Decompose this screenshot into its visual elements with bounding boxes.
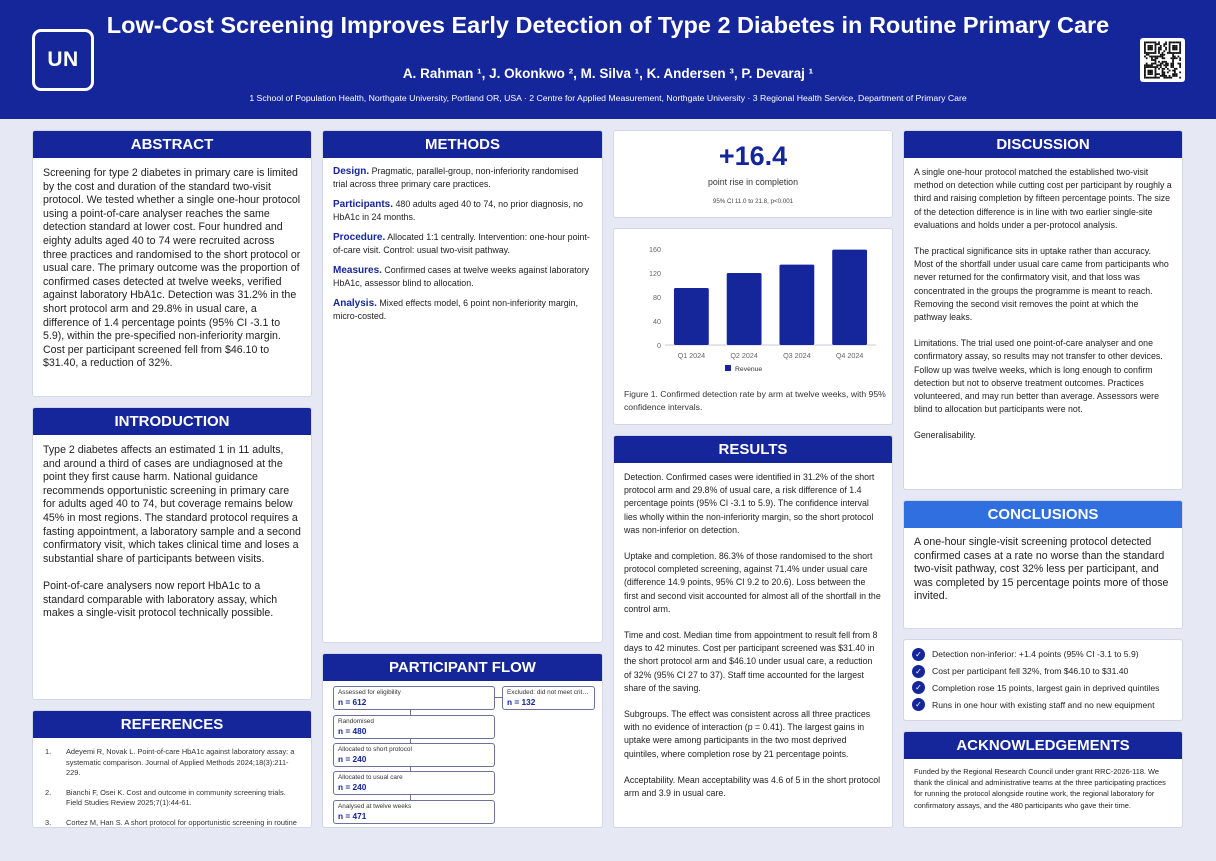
discussion-panel: DISCUSSION A single one-hour protocol ma… <box>903 130 1183 490</box>
flow-box-usual-care: Allocated to usual care n = 240 <box>333 771 495 795</box>
bar <box>779 264 815 345</box>
bar <box>832 249 868 345</box>
results-subgroups: Subgroups. The effect was consistent acr… <box>624 709 871 759</box>
acknowledgements-heading: ACKNOWLEDGEMENTS <box>904 732 1182 759</box>
qr-code-icon[interactable] <box>1140 38 1185 82</box>
key-point-item: ✓ Detection non-inferior: +1.4 points (95… <box>912 646 1182 663</box>
acknowledgements-text: Funded by the Regional Research Council … <box>914 767 1166 810</box>
introduction-paragraph: Type 2 diabetes affects an estimated 1 i… <box>43 444 301 565</box>
flow-box-short-protocol: Allocated to short protocol n = 240 <box>333 743 495 767</box>
check-icon: ✓ <box>912 681 925 695</box>
check-icon: ✓ <box>912 698 925 712</box>
results-acceptability: Acceptability. Mean acceptability was 4.… <box>624 774 881 799</box>
stat-ci: 95% CI 11.0 to 21.8, p<0.001 <box>712 198 794 205</box>
discussion-paragraph: The practical significance sits in uptak… <box>914 246 1169 323</box>
abstract-heading: ABSTRACT <box>33 131 311 158</box>
methods-measures: Measures. Confirmed cases at twelve week… <box>333 265 590 288</box>
participant-flow-panel: PARTICIPANT FLOW Assessed for eligibilit… <box>322 653 603 828</box>
abstract-text: Screening for type 2 diabetes in primary… <box>43 167 301 370</box>
stat-label: point rise in completion <box>708 177 798 187</box>
figure-caption: Figure 1. Confirmed detection rate by ar… <box>624 389 886 412</box>
flow-box-randomised: Randomised n = 480 <box>333 715 495 739</box>
x-tick-label: Q4 2024 <box>836 351 864 360</box>
discussion-paragraph: A single one-hour protocol matched the e… <box>914 167 1172 230</box>
references-heading: REFERENCES <box>33 711 311 738</box>
results-panel: RESULTS Detection. Confirmed cases were … <box>613 435 893 828</box>
y-tick-label: 40 <box>653 317 661 326</box>
results-detection: Detection. Confirmed cases were identifi… <box>624 472 875 535</box>
x-tick-label: Q2 2024 <box>730 351 758 360</box>
y-tick-label: 120 <box>649 269 661 278</box>
x-tick-label: Q1 2024 <box>678 351 706 360</box>
introduction-panel: INTRODUCTION Type 2 diabetes affects an … <box>32 407 312 700</box>
methods-panel: METHODS Design. Pragmatic, parallel-grou… <box>322 130 603 643</box>
poster-header: UN Low-Cost Screening Improves Early Det… <box>0 0 1216 119</box>
bar <box>726 273 762 345</box>
references-panel: REFERENCES 1. Adeyemi R, Novak L. Point-o… <box>32 710 312 828</box>
introduction-paragraph: Point-of-care analysers now report HbA1c… <box>43 579 278 620</box>
introduction-heading: INTRODUCTION <box>33 408 311 435</box>
reference-item: 1. Adeyemi R, Novak L. Point-of-care HbA1… <box>45 747 295 777</box>
check-icon: ✓ <box>912 647 925 661</box>
flow-box-excluded: Excluded: did not meet criteria n = 132 <box>502 686 595 710</box>
methods-heading: METHODS <box>323 131 602 158</box>
flow-box-analysed: Analysed at twelve weeks n = 471 <box>333 800 495 824</box>
affiliations: 1 School of Population Health, Northgate… <box>249 93 967 103</box>
methods-procedure: Procedure. Allocated 1:1 centrally. Inte… <box>333 232 590 255</box>
abstract-panel: ABSTRACT Screening for type 2 diabetes i… <box>32 130 312 397</box>
bar-chart: 0 40 80 120 160 Q1 2024 Q2 2024 Q3 2024 Q4 2024 R… <box>649 245 876 373</box>
reference-item: 3. Cortez M, Han S. A short protocol for … <box>45 817 297 827</box>
conclusions-heading: CONCLUSIONS <box>904 501 1182 528</box>
headline-stat-panel: +16.4 point rise in completion 95% CI 11… <box>613 130 893 218</box>
y-tick-label: 160 <box>649 245 661 254</box>
legend-swatch <box>725 365 731 371</box>
stat-value: +16.4 <box>718 141 788 171</box>
key-point-item: ✓ Completion rose 15 points, largest gain… <box>912 680 1182 697</box>
bar <box>673 288 709 345</box>
reference-item: 2. Bianchi F, Osei K. Cost and outcome in… <box>45 787 286 808</box>
results-heading: RESULTS <box>614 436 892 463</box>
x-tick-label: Q3 2024 <box>783 351 811 360</box>
discussion-paragraph: Limitations. The trial used one point-of… <box>914 338 1163 415</box>
key-points-panel: ✓ Detection non-inferior: +1.4 points (95… <box>903 639 1183 721</box>
y-tick-label: 80 <box>653 293 661 302</box>
methods-participants: Participants. 480 adults aged 40 to 74, … <box>333 199 583 222</box>
university-logo: UN <box>32 29 94 91</box>
figure-panel: 0 40 80 120 160 Q1 2024 Q2 2024 Q3 2024 Q4 2024 R… <box>613 228 893 425</box>
poster-title: Low-Cost Screening Improves Early Detect… <box>106 12 1110 38</box>
results-cost: Time and cost. Median time from appointm… <box>624 630 878 693</box>
check-icon: ✓ <box>912 664 925 678</box>
discussion-heading: DISCUSSION <box>904 131 1182 158</box>
acknowledgements-panel: ACKNOWLEDGEMENTS Funded by the Regional … <box>903 731 1183 828</box>
legend-label: Revenue <box>735 366 762 373</box>
methods-analysis: Analysis. Mixed effects model, 6 point n… <box>333 298 579 321</box>
key-point-item: ✓ Runs in one hour with existing staff an… <box>912 696 1182 713</box>
results-uptake: Uptake and completion. 86.3% of those ra… <box>624 551 881 614</box>
participant-flow-heading: PARTICIPANT FLOW <box>323 654 602 681</box>
y-tick-label: 0 <box>657 341 661 350</box>
conclusions-text: A one-hour single-visit screening protoc… <box>914 536 1169 603</box>
discussion-paragraph: Generalisability. <box>914 430 976 441</box>
author-list: A. Rahman ¹, J. Okonkwo ², M. Silva ¹, K… <box>402 66 814 81</box>
methods-design: Design. Pragmatic, parallel-group, non-i… <box>333 166 579 189</box>
key-point-item: ✓ Cost per participant fell 32%, from $46… <box>912 663 1182 680</box>
conclusions-panel: CONCLUSIONS A one-hour single-visit scre… <box>903 500 1183 629</box>
flow-box-assessed: Assessed for eligibility n = 612 <box>333 686 495 710</box>
